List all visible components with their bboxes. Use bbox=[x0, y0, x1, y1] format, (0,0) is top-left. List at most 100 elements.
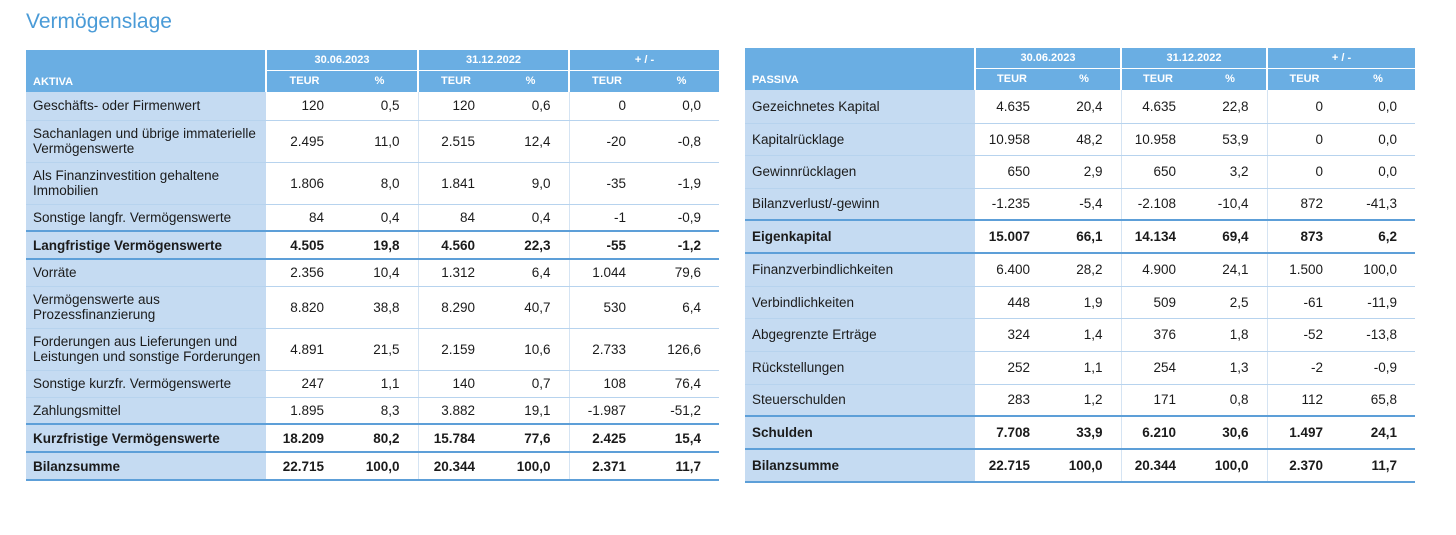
cell-value: 0,0 bbox=[644, 92, 720, 121]
cell-value: 2,9 bbox=[1048, 155, 1122, 189]
cell-value: 0 bbox=[1267, 155, 1341, 189]
row-label: Bilanzsumme bbox=[745, 449, 975, 483]
row-label: Zahlungsmittel bbox=[26, 397, 266, 425]
cell-value: 0,0 bbox=[1341, 155, 1416, 189]
cell-value: 10.958 bbox=[1121, 123, 1194, 156]
cell-value: 4.900 bbox=[1121, 253, 1194, 287]
cell-value: 15,4 bbox=[644, 423, 720, 453]
cell-value: 4.891 bbox=[266, 328, 342, 371]
cell-value: -1.235 bbox=[975, 188, 1048, 221]
cell-value: 4.560 bbox=[418, 230, 493, 260]
table-row: Schulden 7.708 33,9 6.210 30,6 1.497 24,1 bbox=[745, 415, 1416, 450]
cell-value: 530 bbox=[569, 286, 644, 329]
column-group-header: 31.12.2022 bbox=[418, 50, 570, 71]
cell-value: 2.425 bbox=[569, 423, 644, 453]
cell-value: 15.007 bbox=[975, 219, 1048, 254]
table-row: Vorräte 2.356 10,4 1.312 6,4 1.044 79,6 bbox=[26, 259, 720, 287]
cell-value: -10,4 bbox=[1194, 188, 1268, 221]
row-label: Finanzverbindlichkeiten bbox=[745, 253, 975, 287]
cell-value: 0,4 bbox=[493, 204, 570, 232]
row-label: Bilanzsumme bbox=[26, 452, 266, 481]
column-header: TEUR bbox=[569, 70, 644, 92]
cell-value: 2.370 bbox=[1267, 449, 1341, 483]
column-header: TEUR bbox=[266, 70, 342, 92]
cell-value: 0 bbox=[1267, 90, 1341, 124]
cell-value: 254 bbox=[1121, 351, 1194, 385]
cell-value: 0,6 bbox=[493, 92, 570, 121]
table-row: Geschäfts- oder Firmenwert 120 0,5 120 0,6 0 0… bbox=[26, 92, 720, 121]
cell-value: -1 bbox=[569, 204, 644, 232]
column-header: TEUR bbox=[418, 70, 493, 92]
cell-value: 1.806 bbox=[266, 162, 342, 205]
cell-value: 69,4 bbox=[1194, 219, 1268, 254]
row-label: Gewinnrücklagen bbox=[745, 155, 975, 189]
cell-value: 22,8 bbox=[1194, 90, 1268, 124]
cell-value: 20.344 bbox=[418, 452, 493, 481]
cell-value: 19,1 bbox=[493, 397, 570, 425]
row-label: Eigenkapital bbox=[745, 219, 975, 254]
row-label: Abgegrenzte Erträge bbox=[745, 318, 975, 352]
row-label: Verbindlichkeiten bbox=[745, 286, 975, 319]
cell-value: 20.344 bbox=[1121, 449, 1194, 483]
column-header: % bbox=[644, 70, 720, 92]
cell-value: -0,9 bbox=[644, 204, 720, 232]
cell-value: -0,8 bbox=[644, 120, 720, 163]
aktiva-header-label: AKTIVA bbox=[26, 50, 267, 92]
cell-value: 0 bbox=[1267, 123, 1341, 156]
cell-value: 20,4 bbox=[1048, 90, 1122, 124]
row-label: Gezeichnetes Kapital bbox=[745, 90, 975, 124]
cell-value: -1.987 bbox=[569, 397, 644, 425]
cell-value: 0 bbox=[569, 92, 644, 121]
cell-value: 48,2 bbox=[1048, 123, 1122, 156]
row-label: Steuerschulden bbox=[745, 384, 975, 417]
cell-value: 1.895 bbox=[266, 397, 342, 425]
table-row: Sonstige kurzfr. Vermögenswerte 247 1,1 140… bbox=[26, 370, 720, 398]
column-group-header: + / - bbox=[569, 50, 720, 71]
cell-value: 53,9 bbox=[1194, 123, 1268, 156]
row-label: Langfristige Vermögenswerte bbox=[26, 230, 266, 260]
row-label: Rückstellungen bbox=[745, 351, 975, 385]
cell-value: 1.841 bbox=[418, 162, 493, 205]
cell-value: 2.495 bbox=[266, 120, 342, 163]
cell-value: 3.882 bbox=[418, 397, 493, 425]
cell-value: -20 bbox=[569, 120, 644, 163]
table-row: Rückstellungen 252 1,1 254 1,3 -2 -0,9 bbox=[745, 351, 1416, 385]
cell-value: 1,2 bbox=[1048, 384, 1122, 417]
cell-value: 22,3 bbox=[493, 230, 570, 260]
cell-value: 247 bbox=[266, 370, 342, 398]
cell-value: 0,7 bbox=[493, 370, 570, 398]
cell-value: 1,1 bbox=[1048, 351, 1122, 385]
cell-value: 77,6 bbox=[493, 423, 570, 453]
cell-value: 120 bbox=[266, 92, 342, 121]
table-row: Verbindlichkeiten 448 1,9 509 2,5 -61 -11,9 bbox=[745, 286, 1416, 319]
cell-value: 12,4 bbox=[493, 120, 570, 163]
cell-value: 1.312 bbox=[418, 259, 493, 287]
column-header: % bbox=[1048, 68, 1122, 90]
cell-value: 24,1 bbox=[1341, 415, 1416, 450]
cell-value: -55 bbox=[569, 230, 644, 260]
row-label: Als Finanzinvestition gehaltene Immobili… bbox=[26, 162, 266, 205]
cell-value: 10,6 bbox=[493, 328, 570, 371]
table-row: Kapitalrücklage 10.958 48,2 10.958 53,9 0 0,0 bbox=[745, 123, 1416, 156]
cell-value: 65,8 bbox=[1341, 384, 1416, 417]
cell-value: 11,0 bbox=[342, 120, 419, 163]
cell-value: 10,4 bbox=[342, 259, 419, 287]
cell-value: 1.500 bbox=[1267, 253, 1341, 287]
cell-value: 10.958 bbox=[975, 123, 1048, 156]
cell-value: 14.134 bbox=[1121, 219, 1194, 254]
cell-value: 1,4 bbox=[1048, 318, 1122, 352]
cell-value: 100,0 bbox=[1341, 253, 1416, 287]
cell-value: 1.497 bbox=[1267, 415, 1341, 450]
column-group-header: + / - bbox=[1267, 48, 1416, 69]
table-row: Sonstige langfr. Vermögenswerte 84 0,4 84 0,… bbox=[26, 204, 720, 232]
row-label: Kurzfristige Vermögenswerte bbox=[26, 423, 266, 453]
cell-value: 3,2 bbox=[1194, 155, 1268, 189]
cell-value: 1,1 bbox=[342, 370, 419, 398]
cell-value: 11,7 bbox=[1341, 449, 1416, 483]
cell-value: 376 bbox=[1121, 318, 1194, 352]
cell-value: 1,8 bbox=[1194, 318, 1268, 352]
row-label: Sachanlagen und übrige immaterielle Verm… bbox=[26, 120, 266, 163]
cell-value: 0,0 bbox=[1341, 90, 1416, 124]
passiva-header-label: PASSIVA bbox=[745, 48, 976, 90]
cell-value: 21,5 bbox=[342, 328, 419, 371]
